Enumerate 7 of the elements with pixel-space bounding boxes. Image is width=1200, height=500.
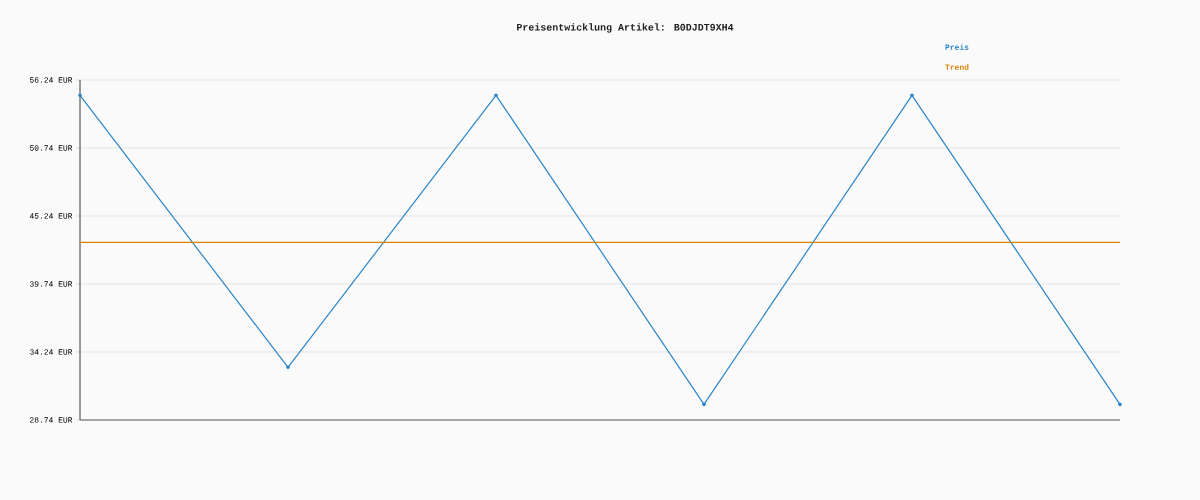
point bbox=[910, 93, 914, 98]
point bbox=[702, 402, 706, 407]
point bbox=[78, 93, 82, 98]
point bbox=[286, 365, 290, 370]
chart-title: Preisentwicklung Artikel: B0DJDT9XH4 bbox=[517, 23, 734, 33]
point bbox=[1118, 402, 1122, 407]
point bbox=[494, 93, 498, 98]
